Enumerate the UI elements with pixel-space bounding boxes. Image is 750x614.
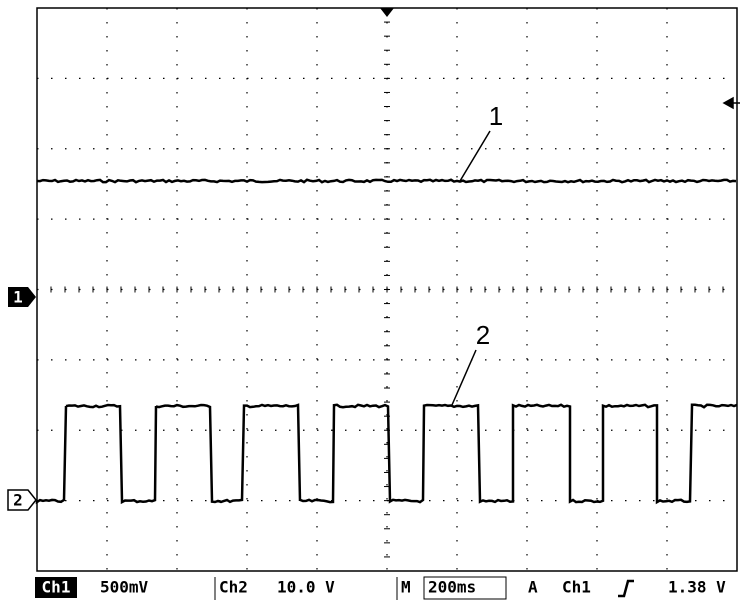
channel-marker-label: 1 xyxy=(13,288,23,307)
ch2-scale: 10.0 V xyxy=(277,578,335,597)
trigger-mode: A xyxy=(528,578,538,597)
trigger-level: 1.38 V xyxy=(668,578,726,597)
leader-line xyxy=(451,349,477,406)
ch1-scale: 500mV xyxy=(100,578,149,597)
channel-2-trace xyxy=(35,403,738,505)
trigger-source: Ch1 xyxy=(562,578,591,597)
trace-label: 2 xyxy=(476,320,490,350)
ch1-badge xyxy=(35,577,77,598)
ch1-label: Ch1 xyxy=(42,578,71,597)
trace-label: 1 xyxy=(489,101,503,131)
channel-marker-label: 2 xyxy=(13,491,23,510)
channel-2-marker xyxy=(7,489,37,511)
timebase: 200ms xyxy=(428,578,476,597)
timebase-box xyxy=(423,576,507,600)
trigger-position-marker xyxy=(380,8,394,17)
channel-1-marker xyxy=(8,287,36,307)
leader-line xyxy=(459,130,491,182)
channel-1-trace xyxy=(36,178,737,184)
trigger-level-marker xyxy=(722,96,740,110)
trigger-slope-icon xyxy=(618,579,634,598)
ch2-label: Ch2 xyxy=(219,578,248,597)
graticule xyxy=(36,7,738,572)
timebase-label: M xyxy=(401,578,411,597)
